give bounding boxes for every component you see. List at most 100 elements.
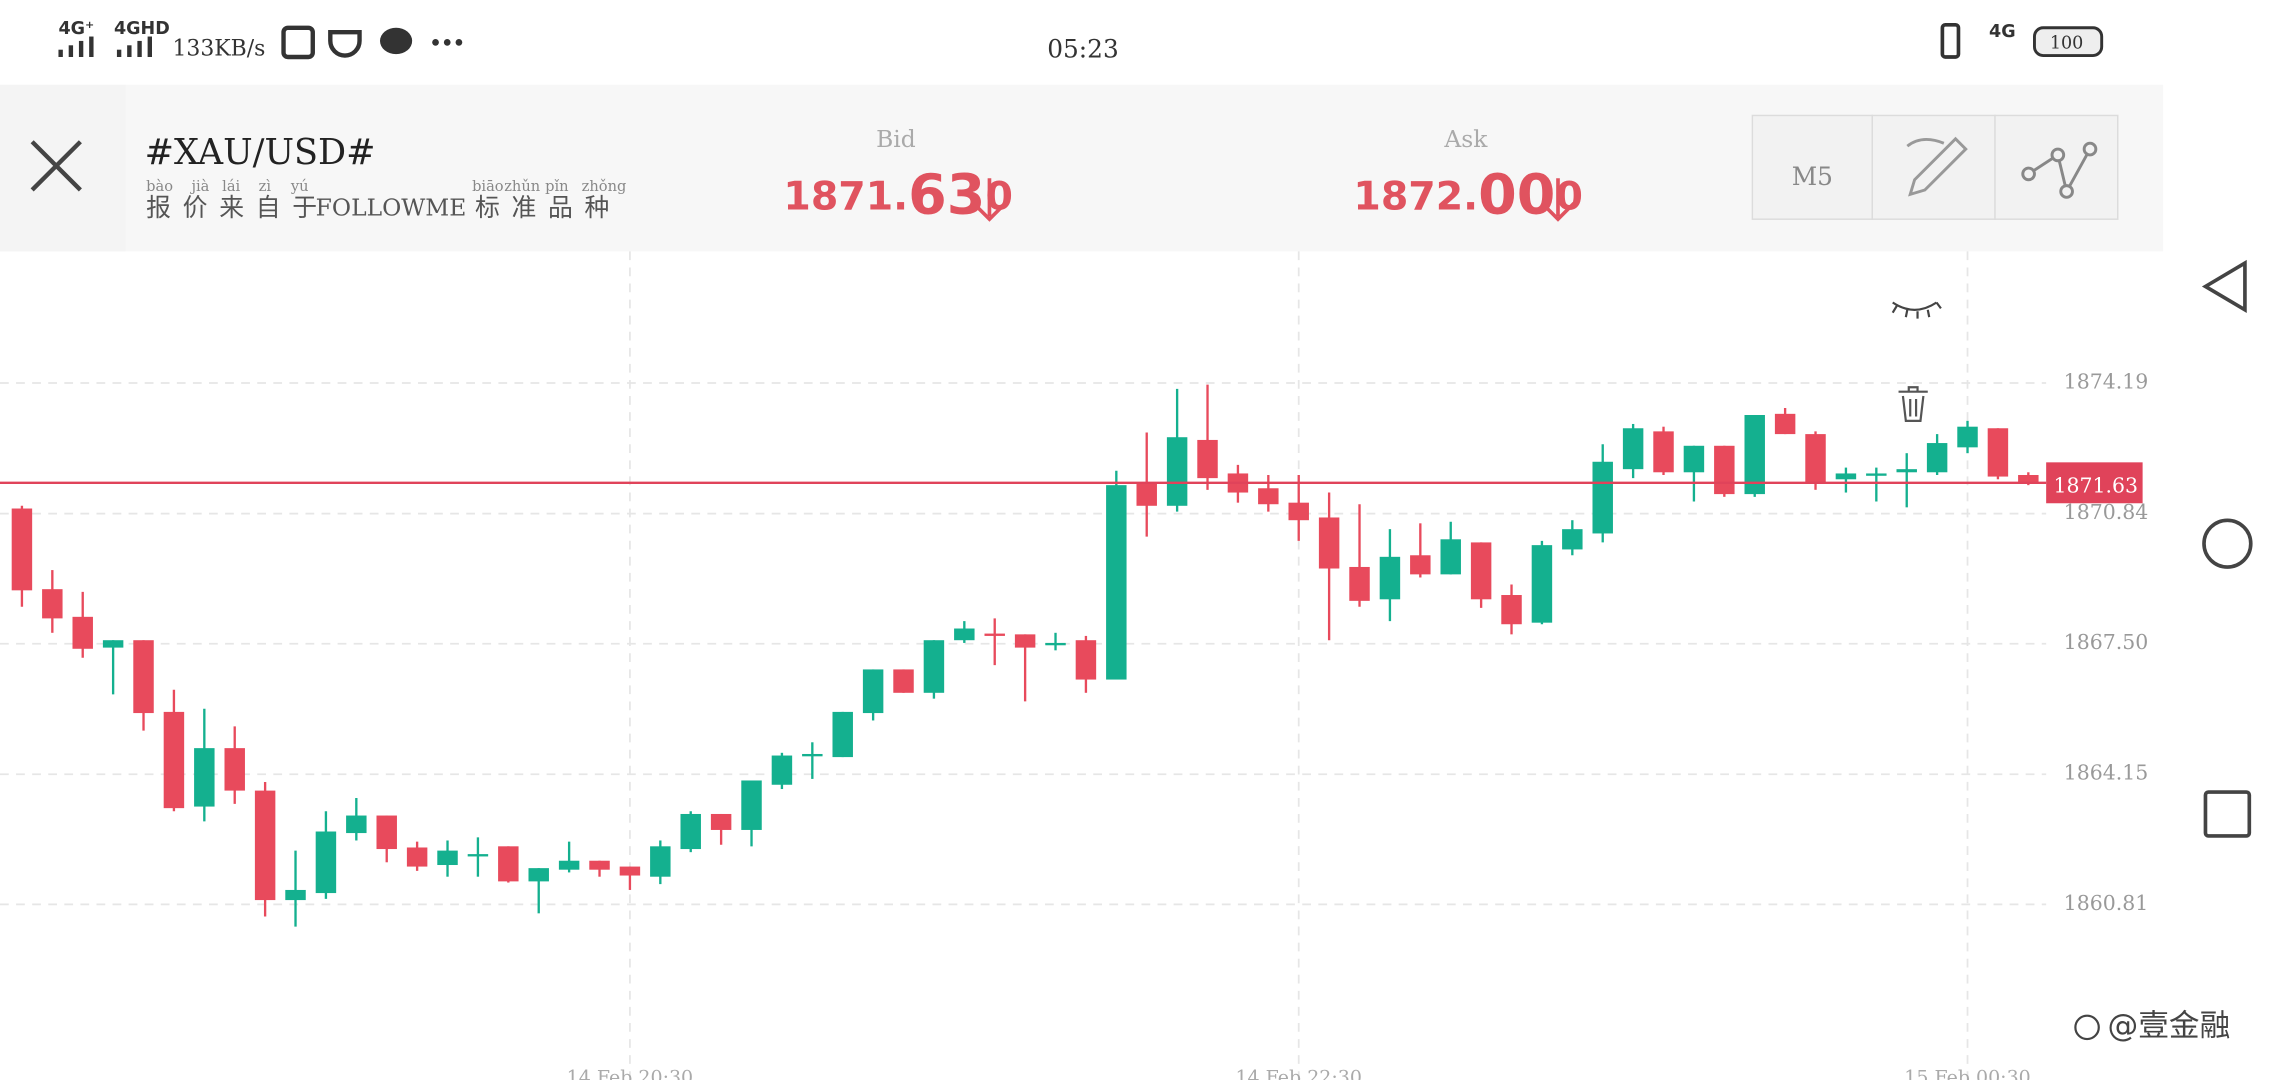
candle-body [1805, 434, 1826, 484]
candle-body [1440, 539, 1461, 575]
timeframe-label: M5 [1792, 162, 1833, 191]
y-tick-label: 1860.81 [2064, 891, 2149, 915]
candle-body [1349, 566, 1370, 601]
candle-body [862, 669, 884, 714]
candle-body [1987, 428, 2009, 477]
ask-price: 1872.000 [1353, 163, 1583, 228]
timeframe-button[interactable] [1751, 114, 1873, 220]
signal-bar [147, 36, 152, 57]
signal-bar [68, 45, 74, 57]
candle-body [954, 628, 975, 641]
indicator-node [2059, 184, 2074, 199]
candle-body [1835, 473, 1857, 480]
ask-label: Ask [1443, 125, 1488, 153]
chart: 1860.81 1864.15 1867.50 1870.84 1874.19 14 Fe… [0, 251, 2148, 1080]
candle-body [1622, 428, 1644, 470]
pinyin: jià [189, 178, 209, 195]
signal-bar [116, 49, 122, 57]
pinyin: zì [259, 178, 272, 195]
subtitle-part: FOLLOWME [316, 193, 467, 221]
indicator-icon [2027, 148, 2092, 196]
pinyin: yú [290, 178, 309, 195]
network-label: 4G [1989, 22, 2016, 42]
signal-bar [89, 36, 94, 57]
watermark: @壹金融 [2108, 1009, 2231, 1044]
candle-body [1166, 437, 1188, 506]
last-price-label: 1871.63 [2053, 474, 2138, 498]
x-tick-label: 14 Feb 20:30 [567, 1067, 693, 1080]
candle-body [1501, 595, 1522, 625]
candle-body [558, 860, 580, 870]
candle-body [984, 633, 1005, 636]
mail-icon [281, 25, 315, 60]
candle-body [1653, 431, 1674, 473]
candle-body [589, 860, 610, 870]
candle-body [1258, 488, 1279, 505]
app-icon [328, 29, 362, 58]
bid-price: 1871.630 [783, 163, 1013, 228]
candle-body [528, 868, 549, 882]
candle-body [163, 711, 185, 809]
candle-body [346, 815, 367, 834]
home-button[interactable] [2202, 518, 2253, 569]
vibrate-icon [1940, 23, 1961, 59]
status-bar: 4G⁺ 4GHD 133KB/s 05:23 4G 100 [58, 19, 2104, 64]
ask-down-arrow [1540, 178, 1576, 222]
candle-body [1531, 545, 1553, 623]
candle-body [254, 790, 276, 901]
bid-price-part: 63 [908, 163, 985, 228]
pinyin: lái [222, 178, 240, 195]
subtitle-part: 标准品种 [475, 193, 621, 222]
close-button[interactable] [30, 140, 82, 192]
indicator-button[interactable] [1994, 114, 2119, 220]
navigation-bar [2201, 259, 2253, 838]
candle-body [1410, 555, 1431, 575]
candle-body [498, 846, 519, 882]
more-dot [455, 39, 463, 46]
candle-body [1896, 469, 1917, 473]
signal-bar [127, 45, 132, 57]
ask-price-part: 1872. [1353, 173, 1478, 219]
x-tick-label: 15 Feb 00:30 [1904, 1067, 2030, 1080]
candle-body [1136, 482, 1157, 506]
candle-body [285, 889, 306, 901]
candle-body [1683, 445, 1705, 473]
hide-icon[interactable] [1891, 301, 1942, 319]
symbol-title: #XAU/USD# [145, 132, 376, 173]
signal-bar [58, 49, 63, 57]
candle-body [650, 846, 671, 877]
candle-body [315, 831, 337, 894]
candle-body [771, 755, 793, 785]
candle-body [1592, 461, 1613, 534]
candle-body [832, 711, 853, 758]
signal-bar [137, 40, 142, 57]
candle-body [741, 780, 762, 830]
pinyin: zhǔn [504, 178, 540, 195]
back-button[interactable] [2201, 259, 2247, 314]
recents-button[interactable] [2203, 790, 2252, 838]
ask-price-part: 0 [1555, 173, 1582, 219]
candle-body [1774, 413, 1796, 435]
delete-icon[interactable] [1898, 386, 1928, 422]
more-dot [432, 39, 439, 46]
chat-icon [380, 27, 413, 55]
network-label: 4GHD [114, 19, 170, 39]
draw-button[interactable] [1871, 114, 1996, 220]
pinyin: zhǒng [582, 178, 627, 195]
close-area[interactable] [0, 84, 126, 252]
candle-body [194, 748, 215, 807]
candle-body [710, 813, 732, 830]
candle-body [1866, 473, 1887, 476]
candle-body [1014, 634, 1036, 648]
candle-body [1106, 485, 1127, 680]
battery-icon [2032, 26, 2104, 57]
pinyin: pǐn [545, 178, 568, 195]
network-label: 4G⁺ [58, 19, 94, 39]
candle-body [406, 847, 428, 867]
candle-body [802, 753, 823, 757]
candle-body [923, 640, 945, 693]
network-speed: 133KB/s [172, 37, 265, 62]
candle-body [102, 640, 124, 648]
